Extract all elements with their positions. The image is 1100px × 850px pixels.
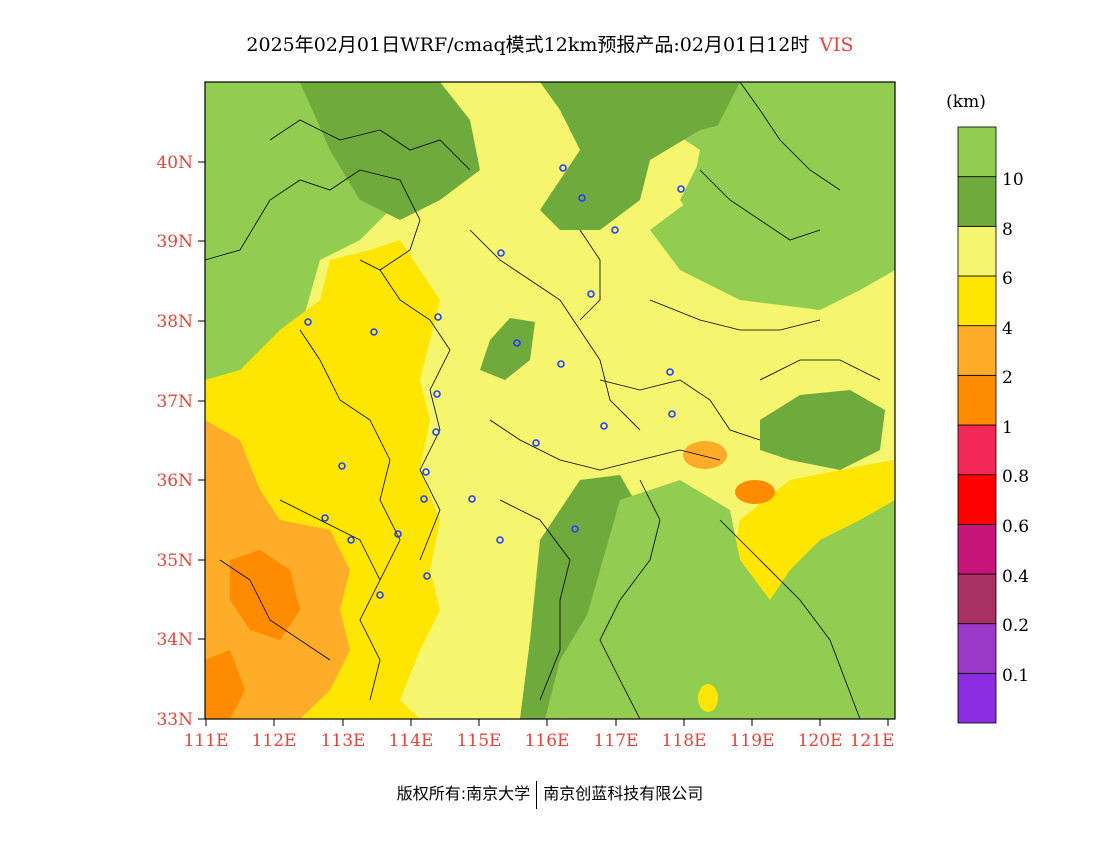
colorbar-label-6: 6 [1002, 269, 1013, 289]
city-marker [433, 390, 441, 398]
city-marker [497, 249, 505, 257]
city-marker [571, 525, 579, 533]
city-marker [677, 185, 685, 193]
colorbar-label-2: 2 [1002, 368, 1013, 388]
city-marker [600, 422, 608, 430]
colorbar-swatch [957, 623, 997, 674]
city-marker [347, 536, 355, 544]
city-marker [578, 194, 586, 202]
colorbar-label-0-4: 0.4 [1002, 567, 1029, 587]
city-marker [394, 530, 402, 538]
field-yellow-small [698, 684, 718, 712]
lat-label-40n: 40N [156, 153, 193, 173]
lon-label-112e: 112E [252, 731, 297, 751]
city-marker [666, 368, 674, 376]
field-dark-green-east [760, 390, 885, 470]
city-marker [611, 226, 619, 234]
colorbar-swatch [957, 424, 997, 476]
footer-right: 南京创蓝科技有限公司 [543, 784, 704, 803]
city-marker [338, 462, 346, 470]
colorbar-label-0-2: 0.2 [1002, 616, 1029, 636]
city-marker [532, 439, 540, 447]
colorbar-label-8: 8 [1002, 220, 1013, 240]
colorbar-label-0-6: 0.6 [1002, 517, 1029, 537]
lon-label-115e: 115E [457, 731, 502, 751]
lat-label-36n: 36N [156, 471, 193, 491]
city-marker [376, 591, 384, 599]
city-marker [513, 339, 521, 347]
city-marker [434, 313, 442, 321]
lon-label-114e: 114E [389, 731, 434, 751]
colorbar-swatch [957, 126, 997, 178]
city-marker [587, 290, 595, 298]
lon-label-119e: 119E [730, 731, 775, 751]
city-marker [668, 410, 676, 418]
city-markers [304, 164, 685, 599]
variable-label: VIS [819, 34, 854, 56]
colorbar-swatch [957, 225, 997, 277]
lon-label-121e: 121E [850, 731, 895, 751]
colorbar: (km) 0.1 0.2 0.4 0.6 0.8 1 2 4 6 8 10 [946, 92, 1029, 724]
footer-left: 版权所有:南京大学 [396, 784, 531, 803]
city-marker [432, 428, 440, 436]
colorbar-label-4: 4 [1002, 319, 1013, 339]
colorbar-unit: (km) [946, 92, 986, 112]
colorbar-swatches [957, 126, 997, 724]
colorbar-swatch [957, 573, 997, 625]
lon-label-117e: 117E [594, 731, 639, 751]
city-marker [321, 514, 329, 522]
lat-label-34n: 34N [156, 630, 193, 650]
lon-label-118e: 118E [662, 731, 707, 751]
lon-label-116e: 116E [525, 731, 570, 751]
city-marker [420, 495, 428, 503]
lat-label-37n: 37N [156, 392, 193, 412]
colorbar-swatch [957, 275, 997, 327]
field-dark-green-center [480, 318, 535, 380]
field-light-green-ne [680, 82, 895, 270]
copyright-footer: 版权所有:南京大学 南京创蓝科技有限公司 [0, 780, 1100, 809]
city-marker [304, 318, 312, 326]
colorbar-swatch [957, 474, 997, 525]
city-marker [496, 536, 504, 544]
field-orange-patch-4 [683, 441, 727, 469]
field-orange-patch-3 [735, 480, 775, 504]
city-marker [423, 572, 431, 580]
city-marker [370, 328, 378, 336]
admin-boundaries [205, 82, 881, 719]
colorbar-labels: 0.1 0.2 0.4 0.6 0.8 1 2 4 6 8 10 [1002, 170, 1029, 686]
colorbar-label-0-1: 0.1 [1002, 666, 1029, 686]
lat-label-38n: 38N [156, 312, 193, 332]
colorbar-label-0-8: 0.8 [1002, 467, 1029, 487]
colorbar-swatch [957, 523, 997, 575]
colorbar-swatch [957, 374, 997, 426]
colorbar-swatch [957, 672, 997, 724]
field-dark-green-north [540, 82, 760, 230]
colorbar-label-10: 10 [1002, 170, 1024, 190]
lat-label-33n: 33N [156, 710, 193, 730]
field-light-green-se [560, 480, 895, 719]
lon-axis: 111E 112E 113E 114E 115E 116E 117E 118E … [184, 719, 895, 751]
lat-axis: 33N 34N 35N 36N 37N 38N 39N 40N [156, 153, 205, 730]
colorbar-swatch [957, 176, 997, 227]
field-orange-patch-1 [230, 550, 300, 640]
title-text: 2025年02月01日WRF/cmaq模式12km预报产品:02月01日12时 [246, 34, 810, 56]
visibility-field [205, 82, 895, 719]
city-marker [468, 495, 476, 503]
lat-label-35n: 35N [156, 551, 193, 571]
lon-label-113e: 113E [321, 731, 366, 751]
lat-label-39n: 39N [156, 232, 193, 252]
colorbar-swatch [957, 325, 997, 376]
colorbar-label-1: 1 [1002, 418, 1013, 438]
map-title: 2025年02月01日WRF/cmaq模式12km预报产品:02月01日12时 V… [0, 30, 1100, 57]
field-light-green-west [205, 82, 360, 380]
footer-separator [536, 780, 538, 809]
city-marker [422, 468, 430, 476]
lon-label-111e: 111E [184, 731, 229, 751]
field-orange-patch-2 [205, 650, 245, 719]
city-marker [559, 164, 567, 172]
city-marker [557, 360, 565, 368]
lon-label-120e: 120E [798, 731, 843, 751]
